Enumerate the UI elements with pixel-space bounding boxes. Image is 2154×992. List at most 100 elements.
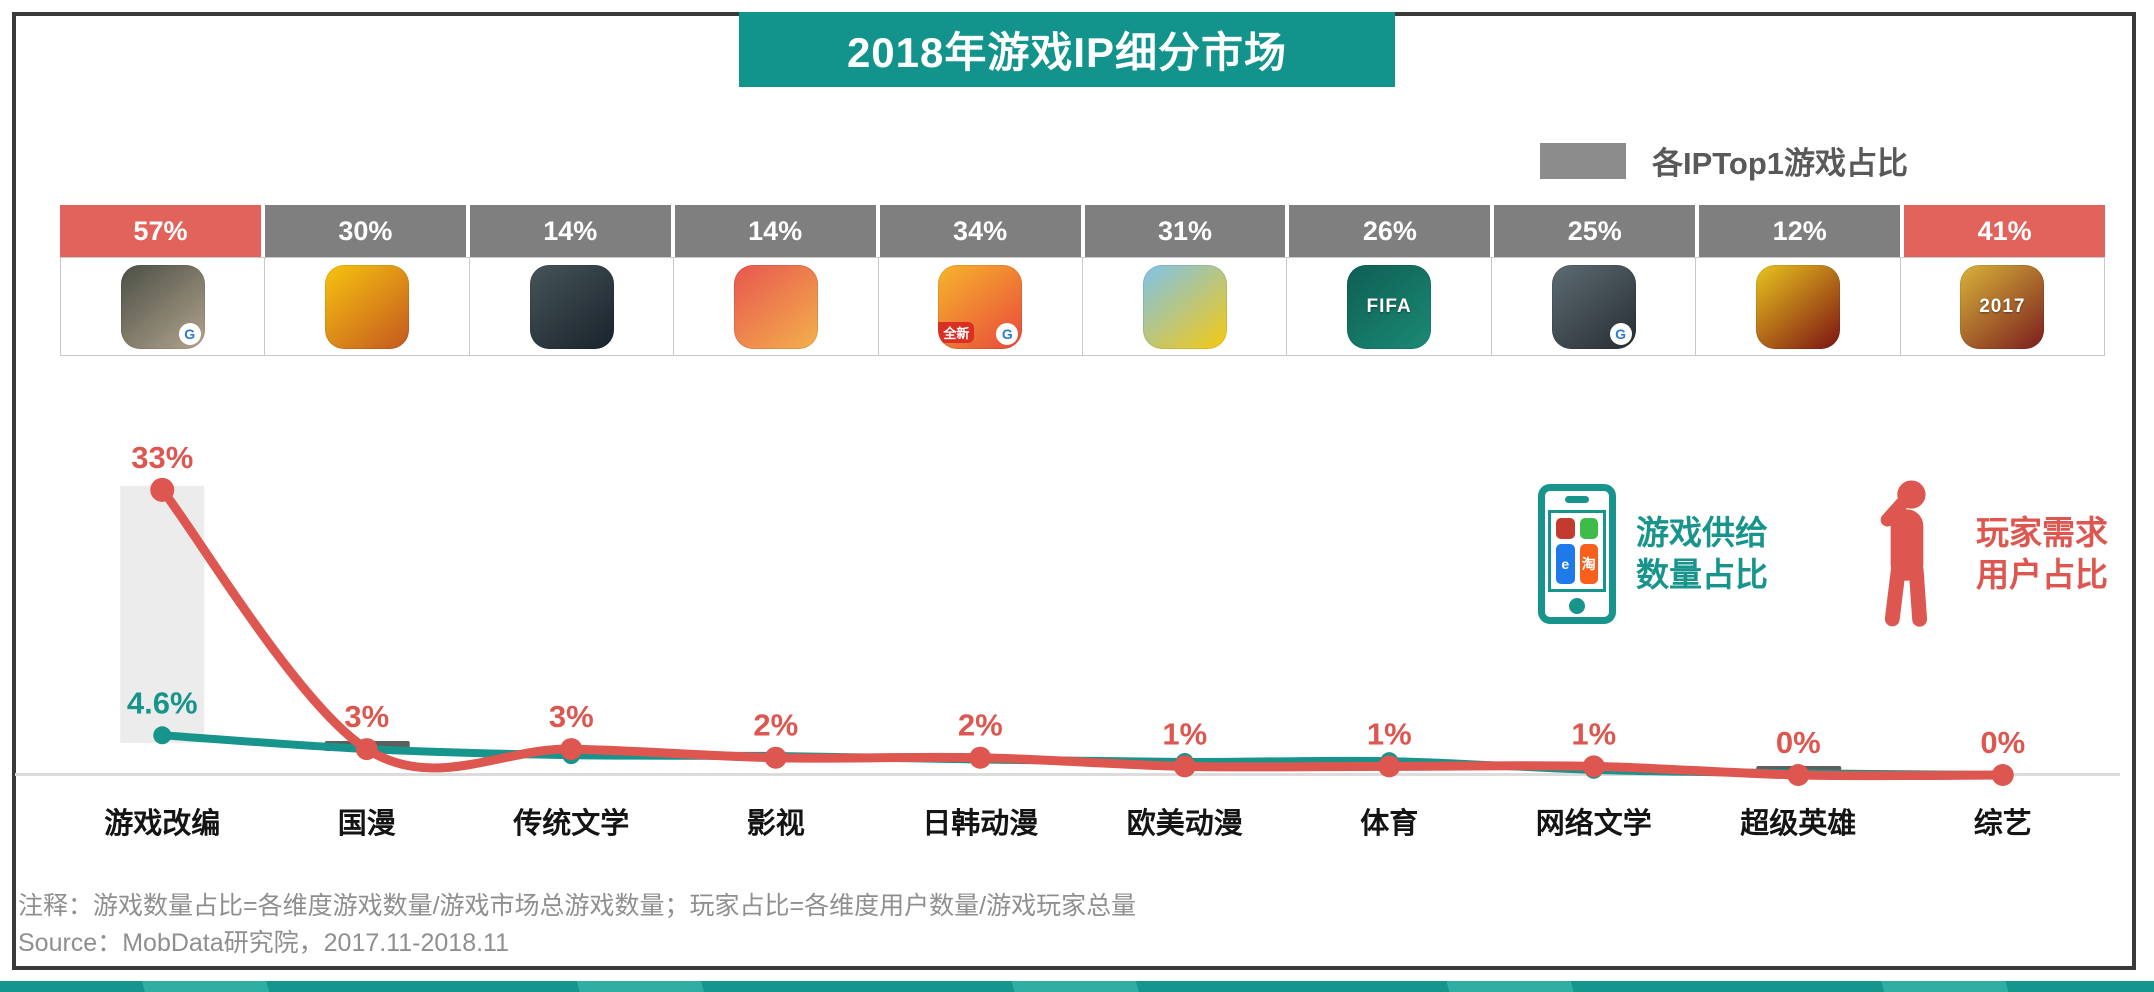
- demand-point-label: 1%: [1367, 716, 1412, 751]
- supply-point: [1175, 753, 1194, 772]
- demand-point-label: 3%: [549, 699, 594, 734]
- game-icon-cell: 全新 G: [879, 258, 1084, 355]
- first-column-highlight: [120, 485, 205, 743]
- boonie-bears-icon: [325, 264, 410, 349]
- app-icon-text: 2017: [1979, 295, 2026, 317]
- top1-share-cell: 14%: [469, 205, 671, 257]
- game-icon-cell: G: [61, 258, 266, 355]
- game-icon-cell: [674, 258, 879, 355]
- game-icon-cell: [1083, 258, 1288, 355]
- page-title-banner: 2018年游戏IP细分市场: [739, 12, 1395, 87]
- supply-line: [158, 731, 2007, 779]
- demand-point-label: 3%: [344, 699, 389, 734]
- supply-point: [562, 746, 581, 765]
- app-icon-badge: 全新: [938, 321, 975, 343]
- x-axis-label: 超级英雄: [1740, 808, 1857, 840]
- demand-point: [560, 738, 583, 761]
- game-icon-cell: 2017: [1901, 258, 2104, 355]
- top1-share-band: 57% 30% 14% 14% 34% 31% 26% 25% 12% 41%: [60, 205, 2106, 257]
- app-icon-text: FIFA: [1366, 295, 1412, 317]
- gray-dash-marker: [324, 741, 410, 751]
- x-axis-label: 传统文学: [513, 808, 630, 840]
- demand-point: [150, 477, 175, 502]
- supply-point-label: 4.6%: [127, 685, 198, 720]
- thinking-person-icon: [1880, 480, 1928, 627]
- demand-point: [1582, 755, 1605, 778]
- pink-anime-girl-icon: [733, 264, 818, 349]
- demand-point-label: 2%: [958, 708, 1003, 743]
- demand-point: [1787, 764, 1810, 786]
- supply-point: [1584, 760, 1603, 779]
- demand-point: [1173, 755, 1196, 778]
- x-axis-label: 游戏改编: [104, 808, 221, 840]
- variety-star-2017-icon: 2017: [1960, 264, 2045, 349]
- top1-share-cell: 14%: [674, 205, 876, 257]
- demand-point: [1991, 764, 2014, 786]
- x-axis-label: 国漫: [337, 808, 396, 840]
- top-band-legend-label: 各IPTop1游戏占比: [1652, 146, 1909, 181]
- axis-baseline: [15, 773, 2120, 776]
- demand-point-label: 33%: [131, 440, 193, 475]
- honor-of-kings-mini-icon: [1556, 518, 1575, 539]
- xianxia-swordsman-icon: [529, 264, 614, 349]
- top1-share-cell: 25%: [1494, 205, 1696, 257]
- supply-legend-label: 游戏供给 数量占比: [1636, 512, 1768, 596]
- demand-point-label: 0%: [1776, 725, 1821, 760]
- supply-point: [1993, 766, 2012, 784]
- supply-point: [1380, 752, 1399, 771]
- game-icons-row: G 全新 G FIFA G 2017: [60, 257, 2105, 356]
- page-title: 2018年游戏IP细分市场: [846, 29, 1288, 76]
- demand-legend-line1: 玩家需求: [1976, 513, 2108, 551]
- top1-share-cell: 41%: [1904, 205, 2106, 257]
- zetianji-heroine-icon: G: [1551, 264, 1636, 349]
- game-icon-cell: [265, 258, 470, 355]
- demand-point: [1378, 755, 1401, 778]
- phone-home-button: [1569, 598, 1585, 614]
- top1-share-cell: 30%: [264, 205, 466, 257]
- top1-share-cell: 12%: [1699, 205, 1901, 257]
- demand-point-label: 1%: [1162, 716, 1207, 751]
- x-axis-label: 综艺: [1973, 808, 2032, 840]
- bottom-teal-strip: [0, 981, 2154, 992]
- demand-point-label: 1%: [1571, 716, 1616, 751]
- footer: 注释：游戏数量占比=各维度游戏数量/游戏市场总游戏数量；玩家占比=各维度用户数量…: [18, 888, 1136, 962]
- fifa-football-icon: FIFA: [1347, 264, 1432, 349]
- x-axis-label: 影视: [746, 808, 805, 840]
- game-icon-cell: [1696, 258, 1901, 355]
- top1-share-cell: 31%: [1084, 205, 1286, 257]
- legend-item-demand: 玩家需求 用户占比: [1852, 478, 2108, 630]
- game-icon-cell: G: [1492, 258, 1697, 355]
- yellow-superhero-icon: [1755, 264, 1840, 349]
- x-axis-label: 网络文学: [1535, 808, 1652, 840]
- demand-point-label: 0%: [1980, 725, 2025, 760]
- eleme-mini-icon: e: [1556, 543, 1575, 584]
- wechat-mini-icon: [1579, 518, 1598, 539]
- phone-speaker-slot: [1565, 496, 1589, 503]
- gray-bar-legend-swatch: [1540, 142, 1626, 179]
- top1-share-cell: 57%: [60, 205, 261, 257]
- top1-share-cell: 34%: [879, 205, 1081, 257]
- footer-source: Source：MobData研究院，2017.11-2018.11: [18, 929, 510, 957]
- tencent-g-logo: G: [178, 322, 201, 345]
- game-icon-cell: FIFA: [1287, 258, 1492, 355]
- demand-point-label: 2%: [753, 708, 798, 743]
- supply-point: [357, 740, 376, 759]
- battle-royale-shooter-icon: G: [120, 264, 205, 349]
- tencent-g-logo: G: [1609, 322, 1632, 345]
- top-band-legend: 各IPTop1游戏占比: [1540, 138, 1908, 183]
- demand-point: [969, 746, 992, 769]
- top1-share-cell: 26%: [1289, 205, 1491, 257]
- minion-adventurer-icon: [1142, 264, 1227, 349]
- supply-legend-line2: 数量占比: [1636, 556, 1768, 593]
- demand-legend-line2: 用户占比: [1976, 556, 2108, 593]
- gray-dash-marker: [1756, 766, 1842, 771]
- naruto-anime-icon: 全新 G: [938, 264, 1023, 349]
- footer-note: 注释：游戏数量占比=各维度游戏数量/游戏市场总游戏数量；玩家占比=各维度用户数量…: [18, 892, 1137, 920]
- supply-point: [153, 726, 172, 745]
- x-axis-label: 欧美动漫: [1126, 808, 1243, 840]
- tencent-g-logo: G: [996, 322, 1019, 345]
